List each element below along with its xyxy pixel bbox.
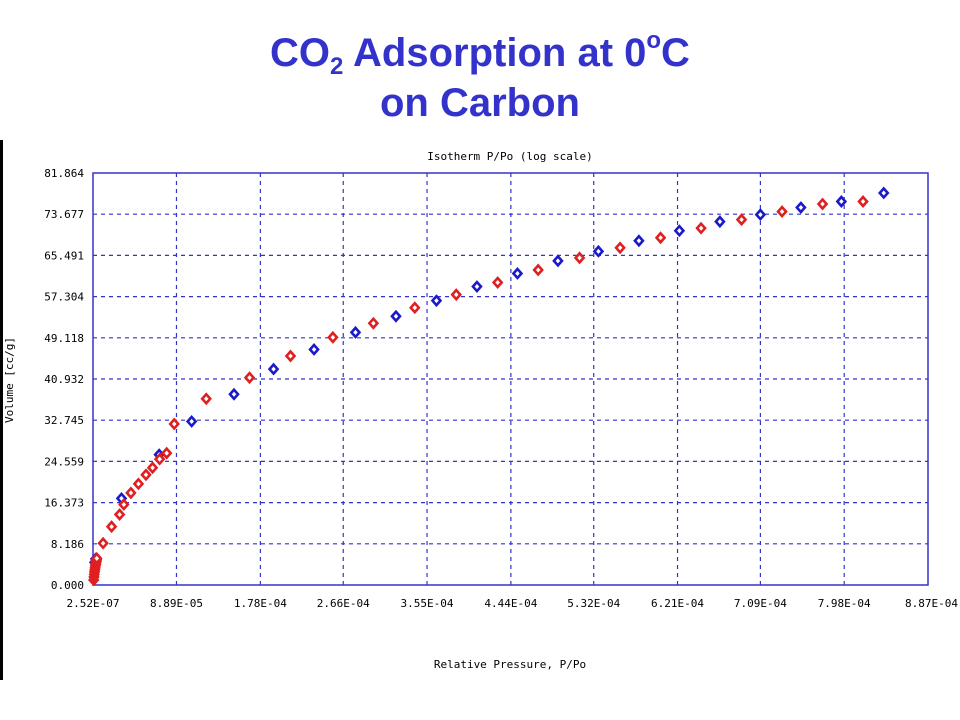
red-data-point bbox=[97, 536, 109, 550]
blue-data-point bbox=[592, 244, 605, 258]
red-data-point bbox=[105, 520, 118, 534]
data-points bbox=[87, 186, 890, 587]
red-data-point bbox=[243, 371, 256, 385]
red-data-point bbox=[735, 213, 748, 227]
y-tick-label: 57.304 bbox=[44, 291, 84, 304]
blue-data-point bbox=[228, 387, 240, 401]
red-data-point bbox=[125, 486, 137, 500]
blue-data-point bbox=[185, 414, 198, 428]
slide-title-line2: on Carbon bbox=[380, 81, 580, 125]
blue-data-point bbox=[795, 201, 807, 215]
red-data-point bbox=[367, 316, 380, 330]
red-data-point bbox=[450, 288, 462, 302]
blue-data-point bbox=[673, 224, 686, 238]
y-tick-label: 40.932 bbox=[44, 373, 84, 386]
red-data-point bbox=[532, 263, 544, 277]
red-data-point bbox=[776, 205, 788, 219]
y-tick-label: 8.186 bbox=[51, 538, 84, 551]
title-subscript: 2 bbox=[330, 53, 344, 80]
title-text-co: CO bbox=[270, 31, 331, 75]
red-data-point bbox=[118, 498, 130, 511]
chart-title: Isotherm P/Po (log scale) bbox=[427, 150, 593, 163]
y-tick-label: 65.491 bbox=[44, 249, 84, 262]
y-tick-label: 16.373 bbox=[44, 497, 84, 510]
red-data-point bbox=[816, 197, 829, 211]
x-tick-label: 5.32E-04 bbox=[567, 597, 620, 610]
red-data-point bbox=[491, 276, 504, 289]
red-data-point bbox=[857, 195, 869, 208]
title-text-mid: Adsorption at 0 bbox=[343, 31, 647, 75]
red-data-point bbox=[614, 241, 626, 255]
blue-data-point bbox=[471, 280, 483, 294]
blue-data-point bbox=[878, 186, 890, 200]
red-data-point bbox=[695, 221, 707, 235]
blue-data-point bbox=[552, 254, 564, 268]
x-tick-label: 7.09E-04 bbox=[734, 597, 787, 610]
blue-data-point bbox=[390, 309, 402, 323]
red-data-point bbox=[146, 461, 159, 475]
red-data-point bbox=[132, 477, 145, 491]
x-tick-label: 2.66E-04 bbox=[317, 597, 370, 610]
x-tick-label: 7.98E-04 bbox=[818, 597, 871, 610]
y-tick-labels: 0.000 8.186 16.373 24.559 32.745 40.932 49.118… bbox=[44, 167, 84, 592]
x-tick-label: 3.55E-04 bbox=[401, 597, 454, 610]
y-tick-label: 81.864 bbox=[44, 167, 84, 180]
x-tick-label: 2.52E-07 bbox=[67, 597, 120, 610]
blue-data-point bbox=[511, 267, 524, 280]
red-data-point bbox=[153, 452, 166, 466]
y-tick-label: 49.118 bbox=[44, 332, 84, 345]
blue-data-point bbox=[835, 195, 848, 208]
title-superscript: o bbox=[646, 27, 662, 54]
y-tick-label: 32.745 bbox=[44, 414, 84, 427]
red-data-point bbox=[91, 551, 103, 565]
red-data-point bbox=[140, 468, 152, 482]
red-data-point bbox=[200, 392, 212, 406]
x-tick-labels: 2.52E-07 8.89E-05 1.78E-04 2.66E-04 3.55E-04… bbox=[67, 597, 959, 610]
x-tick-label: 1.78E-04 bbox=[234, 597, 287, 610]
red-data-point bbox=[284, 349, 297, 363]
blue-data-point bbox=[714, 215, 726, 229]
y-axis-label: Volume [cc/g] bbox=[3, 337, 16, 423]
blue-data-point bbox=[349, 325, 362, 339]
blue-data-point bbox=[754, 208, 767, 222]
red-data-point bbox=[113, 508, 126, 521]
red-data-point bbox=[409, 301, 421, 315]
blue-data-point bbox=[633, 234, 645, 248]
y-tick-label: 24.559 bbox=[44, 455, 84, 468]
red-data-point bbox=[168, 417, 180, 431]
grid-lines bbox=[93, 173, 928, 585]
slide-title-line1: CO2 Adsorption at 0oC bbox=[0, 27, 960, 80]
x-tick-label: 8.87E-04 bbox=[905, 597, 958, 610]
title-text-c: C bbox=[661, 31, 690, 75]
red-data-point bbox=[160, 446, 173, 460]
red-data-point bbox=[654, 231, 667, 245]
x-tick-label: 4.44E-04 bbox=[484, 597, 537, 610]
x-tick-label: 8.89E-05 bbox=[150, 597, 203, 610]
y-tick-label: 73.677 bbox=[44, 208, 84, 221]
blue-data-point bbox=[308, 343, 320, 356]
blue-data-point bbox=[430, 294, 443, 308]
slide-title: CO2 Adsorption at 0oC on Carbon bbox=[0, 28, 960, 128]
x-tick-label: 6.21E-04 bbox=[651, 597, 704, 610]
red-data-point bbox=[573, 251, 586, 265]
red-data-point bbox=[327, 330, 339, 344]
x-axis-label: Relative Pressure, P/Po bbox=[434, 658, 586, 671]
blue-data-point bbox=[267, 362, 280, 376]
left-border-line bbox=[0, 140, 3, 680]
y-tick-label: 0.000 bbox=[51, 579, 84, 592]
